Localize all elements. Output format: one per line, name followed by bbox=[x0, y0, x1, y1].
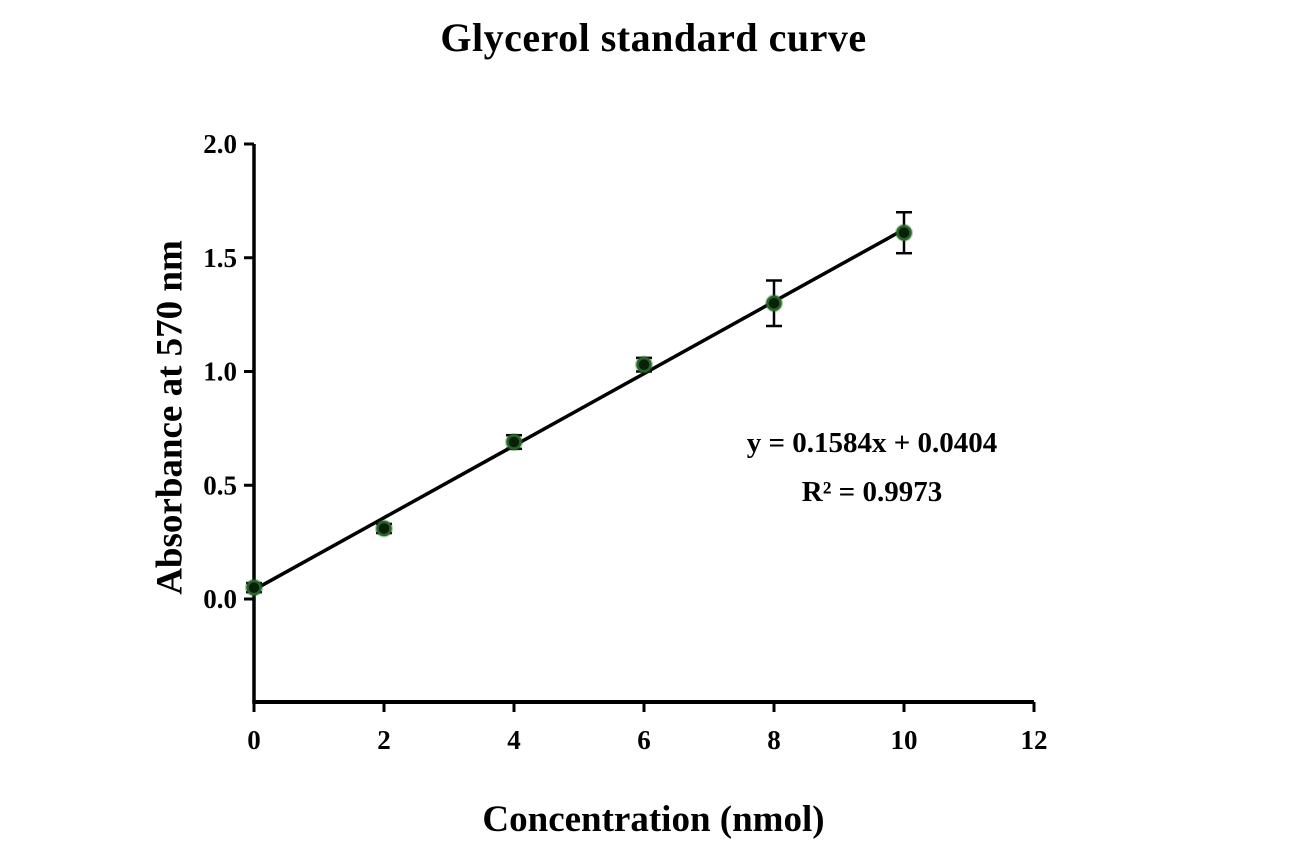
data-point-marker bbox=[246, 579, 262, 596]
x-axis-tick-label: 8 bbox=[767, 725, 781, 755]
x-axis-tick-label: 6 bbox=[637, 725, 651, 755]
trendline-annotation: y = 0.1584x + 0.0404 R² = 0.9973 bbox=[672, 419, 1072, 517]
data-point-marker bbox=[766, 295, 782, 311]
chart-title: Glycerol standard curve bbox=[440, 15, 867, 60]
x-axis-title: Concentration (nmol) bbox=[482, 799, 825, 840]
data-point-marker bbox=[506, 434, 522, 450]
x-axis-tick-label: 10 bbox=[891, 725, 918, 755]
x-axis-tick-label: 4 bbox=[507, 725, 521, 755]
x-axis-tick-label: 2 bbox=[377, 725, 391, 755]
y-axis-tick-label: 1.0 bbox=[203, 357, 237, 387]
data-point-marker bbox=[376, 520, 392, 537]
trendline bbox=[253, 227, 905, 592]
y-axis-tick-label: 0.5 bbox=[203, 470, 237, 500]
y-axis-tick-label: 2.0 bbox=[203, 129, 237, 159]
regression-equation: y = 0.1584x + 0.0404 bbox=[746, 427, 998, 459]
y-axis-tick-label: 1.5 bbox=[203, 243, 237, 273]
x-axis-tick-label: 12 bbox=[1021, 725, 1048, 755]
data-point-marker bbox=[636, 356, 652, 373]
data-point-marker bbox=[896, 224, 912, 241]
r-squared-label: R² = 0.9973 bbox=[801, 476, 943, 508]
y-axis-tick-label: 0.0 bbox=[203, 584, 237, 614]
x-axis-tick-label: 0 bbox=[247, 725, 261, 755]
